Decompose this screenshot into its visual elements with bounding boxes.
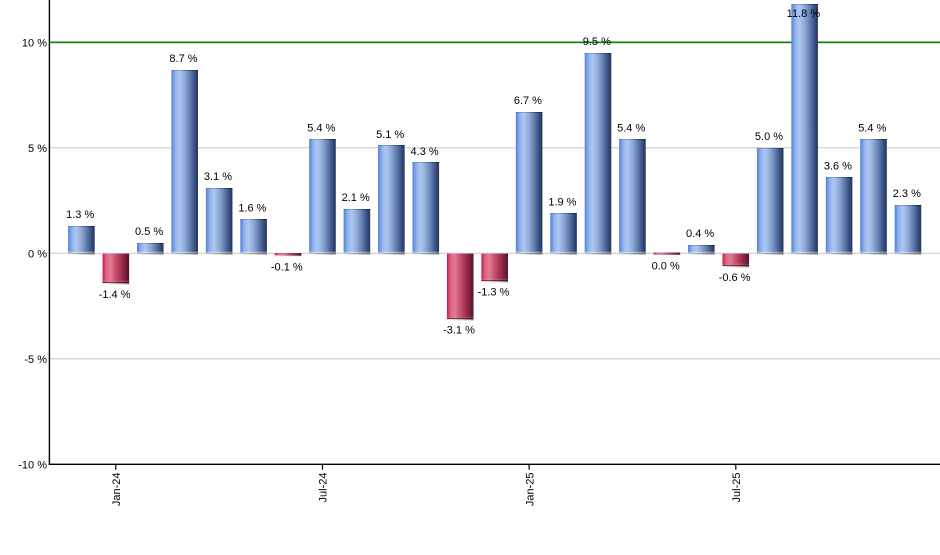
- svg-text:-10 %: -10 %: [18, 459, 47, 471]
- svg-text:Jan-25: Jan-25: [524, 473, 536, 507]
- svg-text:5 %: 5 %: [28, 143, 47, 155]
- svg-text:1.3 %: 1.3 %: [66, 209, 94, 221]
- svg-text:2.1 %: 2.1 %: [342, 192, 370, 204]
- svg-text:-3.1 %: -3.1 %: [443, 325, 475, 337]
- svg-text:10 %: 10 %: [22, 37, 47, 49]
- svg-text:2.3 %: 2.3 %: [893, 188, 921, 200]
- svg-text:5.0 %: 5.0 %: [755, 131, 783, 143]
- svg-text:0.4 %: 0.4 %: [686, 228, 714, 240]
- svg-text:1.6 %: 1.6 %: [238, 203, 266, 215]
- svg-text:-5 %: -5 %: [24, 354, 47, 366]
- svg-text:11.8 %: 11.8 %: [787, 8, 821, 20]
- svg-text:Jul-25: Jul-25: [731, 473, 743, 503]
- svg-text:Jul-24: Jul-24: [318, 473, 330, 503]
- svg-text:5.4 %: 5.4 %: [617, 123, 645, 135]
- svg-text:5.4 %: 5.4 %: [858, 123, 886, 135]
- svg-text:4.3 %: 4.3 %: [411, 146, 439, 158]
- svg-text:-1.3 %: -1.3 %: [478, 287, 510, 299]
- svg-text:-0.6 %: -0.6 %: [719, 272, 751, 284]
- svg-text:-1.4 %: -1.4 %: [99, 289, 131, 301]
- svg-text:5.4 %: 5.4 %: [307, 123, 335, 135]
- svg-text:-0.1 %: -0.1 %: [271, 261, 303, 273]
- svg-text:8.7 %: 8.7 %: [169, 53, 197, 65]
- svg-text:0.0 %: 0.0 %: [652, 261, 680, 273]
- svg-text:6.7 %: 6.7 %: [514, 95, 542, 107]
- svg-text:Jan-24: Jan-24: [111, 473, 123, 507]
- svg-text:1.9 %: 1.9 %: [548, 196, 576, 208]
- svg-text:0 %: 0 %: [28, 248, 47, 260]
- svg-text:3.1 %: 3.1 %: [204, 171, 232, 183]
- svg-text:5.1 %: 5.1 %: [376, 129, 404, 141]
- svg-text:9.5 %: 9.5 %: [583, 36, 611, 48]
- svg-text:3.6 %: 3.6 %: [824, 161, 852, 173]
- svg-text:0.5 %: 0.5 %: [135, 226, 163, 238]
